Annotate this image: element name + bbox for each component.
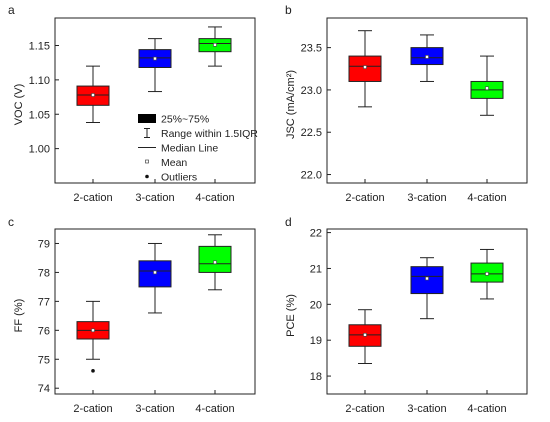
- box-3-cation: [138, 38, 172, 93]
- x-tick-label: 3-cation: [407, 403, 446, 415]
- mean-marker: [425, 276, 429, 281]
- y-tick-label: 79: [38, 238, 50, 250]
- y-tick-label: 22.5: [301, 127, 322, 139]
- panel-b: b 22.0 22.5 23.0 23.5 JSC (mA/cm²) 2-cation 3-c…: [285, 3, 528, 204]
- x-tick-label: 4-cation: [195, 192, 234, 204]
- x-tick-label: 3-cation: [407, 192, 446, 204]
- box-3-cation: [410, 257, 444, 320]
- legend: 25%~75% Range within 1.5IQR Median Line Mea…: [138, 114, 258, 184]
- y-tick-label: 77: [38, 296, 50, 308]
- box-2-cation: [348, 30, 382, 108]
- y-tick-label: 74: [38, 383, 50, 395]
- y-axis-title: JSC (mA/cm²): [285, 70, 297, 139]
- box-3-cation: [138, 242, 172, 314]
- panel-label: a: [8, 3, 15, 17]
- legend-label: Mean: [161, 157, 187, 169]
- y-tick-label: 22: [310, 228, 322, 240]
- outlier-point: [91, 369, 95, 373]
- y-tick-label: 19: [310, 335, 322, 347]
- y-tick-label: 1.05: [29, 109, 50, 121]
- legend-label: Outliers: [161, 172, 197, 184]
- y-tick-label: 1.10: [29, 75, 50, 87]
- panel-label: c: [8, 215, 14, 229]
- legend-box-swatch: [138, 114, 156, 123]
- panel-d: d 18 19 20 21 22 PCE (%) 2-cation 3-cation 4-cati…: [285, 215, 528, 415]
- mean-marker: [485, 86, 489, 91]
- panel-label: b: [285, 3, 292, 17]
- y-tick-label: 75: [38, 354, 50, 366]
- panel-a: a 1.00 1.05 1.10 1.15 VOC (V) 2-cation 3-cation…: [8, 3, 258, 204]
- legend-mean-swatch: [145, 159, 149, 164]
- y-axis-title: VOC (V): [13, 84, 25, 126]
- mean-marker: [363, 65, 367, 69]
- y-tick-label: 1.00: [29, 144, 50, 156]
- mean-marker: [91, 328, 95, 333]
- x-tick-label: 2-cation: [345, 403, 384, 415]
- y-axis-title: FF (%): [13, 299, 25, 333]
- iqr-box: [198, 245, 232, 273]
- legend-outlier-swatch: [145, 174, 149, 179]
- mean-marker: [213, 260, 217, 265]
- mean-marker: [213, 43, 217, 47]
- mean-marker: [425, 55, 429, 59]
- y-tick-label: 1.15: [29, 41, 50, 53]
- box-2-cation: [76, 65, 110, 123]
- x-tick-label: 4-cation: [467, 403, 506, 415]
- x-tick-label: 2-cation: [73, 192, 112, 204]
- legend-label: Range within 1.5IQR: [161, 128, 258, 140]
- x-tick-label: 4-cation: [467, 192, 506, 204]
- mean-marker: [363, 333, 367, 337]
- box-2-cation: [76, 300, 110, 360]
- x-tick-label: 3-cation: [135, 192, 174, 204]
- box-2-cation: [348, 309, 382, 365]
- y-tick-label: 23.0: [301, 85, 322, 97]
- y-tick-label: 78: [38, 267, 50, 279]
- mean-marker: [485, 272, 489, 276]
- y-tick-label: 21: [310, 263, 322, 275]
- y-tick-label: 76: [38, 325, 50, 337]
- x-tick-label: 3-cation: [135, 403, 174, 415]
- y-tick-label: 20: [310, 299, 322, 311]
- panel-c: c 74 75 76 77 78 79 FF (%) 2-cation 3-cation 4-cat…: [8, 215, 256, 415]
- legend-label: 25%~75%: [161, 114, 209, 126]
- box-4-cation: [198, 26, 232, 67]
- box-4-cation: [470, 55, 504, 116]
- mean-marker: [91, 93, 95, 97]
- y-tick-label: 23.5: [301, 43, 322, 55]
- x-tick-label: 2-cation: [345, 192, 384, 204]
- box-4-cation: [470, 248, 504, 300]
- legend-label: Median Line: [161, 143, 218, 155]
- y-axis-title: PCE (%): [285, 294, 297, 337]
- y-tick-label: 22.0: [301, 170, 322, 182]
- mean-marker: [153, 56, 157, 61]
- panel-label: d: [285, 215, 292, 229]
- iqr-box: [138, 260, 172, 288]
- x-tick-label: 4-cation: [195, 403, 234, 415]
- y-tick-label: 18: [310, 371, 322, 383]
- box-3-cation: [410, 34, 444, 82]
- mean-marker: [153, 270, 157, 275]
- box-4-cation: [198, 234, 232, 291]
- x-tick-label: 2-cation: [73, 403, 112, 415]
